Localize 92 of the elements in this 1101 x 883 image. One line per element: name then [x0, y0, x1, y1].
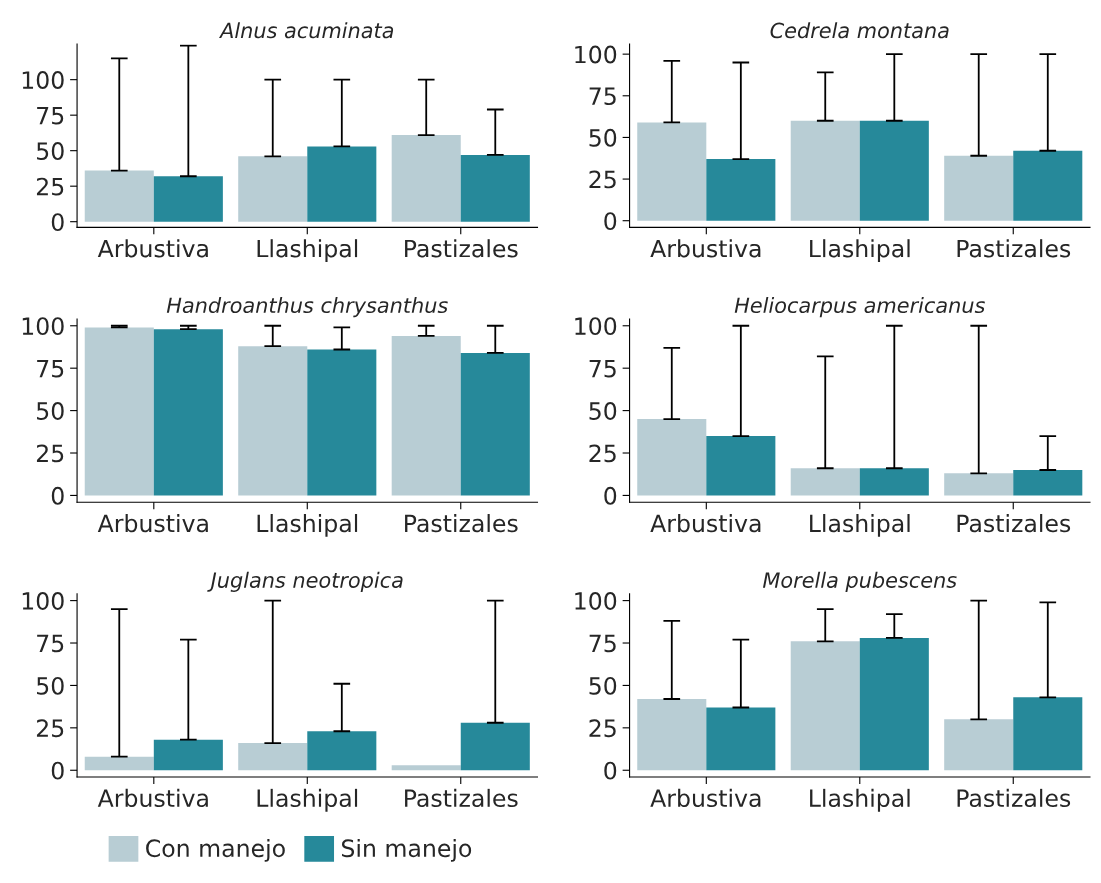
bar — [859, 468, 929, 496]
y-tick-label: 0 — [604, 761, 617, 780]
y-tick-label: 50 — [589, 676, 617, 695]
bar — [84, 756, 154, 771]
x-tick-label: Pastizales — [405, 514, 518, 533]
y-tick-label: 75 — [589, 359, 616, 378]
y-tick-label: 50 — [589, 402, 617, 420]
x-tick-label: Arbustiva — [650, 239, 761, 258]
y-tick-label: 100 — [575, 317, 617, 336]
y-tick-label: 100 — [22, 592, 64, 610]
x-tick-label: Arbustiva — [650, 514, 761, 533]
y-tick-label: 25 — [36, 177, 64, 196]
y-tick-label: 100 — [575, 592, 617, 610]
bar — [84, 170, 154, 222]
y-tick-label: 0 — [51, 213, 64, 231]
chart-title: Alnus acuminata — [219, 22, 394, 39]
bar — [153, 176, 223, 222]
y-tick-label: 50 — [37, 402, 64, 420]
bar — [391, 135, 461, 222]
bar — [460, 722, 530, 771]
x-tick-label: Llashipal — [810, 514, 910, 537]
y-tick-label: 0 — [604, 212, 617, 231]
x-tick-label: Llashipal — [810, 788, 910, 812]
y-tick-label: 0 — [51, 486, 64, 505]
y-tick-label: 75 — [37, 359, 64, 378]
y-tick-label: 75 — [37, 106, 64, 125]
bar — [391, 765, 461, 771]
y-tick-label: 100 — [22, 71, 64, 89]
bar — [944, 473, 1014, 496]
bar — [706, 707, 776, 771]
bar — [790, 468, 860, 496]
bar — [944, 155, 1014, 221]
bar — [637, 419, 707, 496]
chart-title: Cedrela montana — [770, 22, 949, 39]
y-tick-label: 25 — [589, 444, 616, 463]
x-tick-label: Pastizales — [957, 788, 1071, 808]
y-tick-label: 25 — [36, 719, 64, 738]
bar — [859, 637, 929, 771]
bar — [944, 719, 1014, 771]
y-tick-label: 100 — [22, 317, 64, 336]
legend-label: Sin manejo — [341, 838, 472, 862]
bar — [238, 743, 308, 771]
bar — [859, 120, 929, 221]
chart-title: Heliocarpus americanus — [734, 296, 985, 318]
bar — [238, 346, 308, 496]
x-tick-label: Arbustiva — [97, 788, 208, 808]
bar — [153, 329, 223, 496]
bar — [460, 352, 530, 496]
bar — [637, 699, 707, 771]
bar — [706, 436, 776, 496]
y-tick-label: 25 — [589, 719, 616, 738]
y-tick-label: 50 — [589, 128, 617, 147]
x-tick-label: Pastizales — [957, 514, 1071, 533]
x-tick-label: Pastizales — [405, 788, 518, 808]
legend-label: Con manejo — [146, 838, 285, 862]
bar — [84, 327, 154, 496]
bar — [391, 335, 461, 496]
y-tick-label: 0 — [604, 486, 617, 505]
y-tick-label: 100 — [575, 45, 617, 64]
bar — [307, 146, 377, 222]
y-tick-label: 25 — [589, 170, 616, 189]
y-tick-label: 25 — [36, 444, 64, 463]
chart-title: Morella pubescens — [762, 571, 957, 592]
bar — [460, 154, 530, 222]
x-tick-label: Pastizales — [405, 239, 518, 258]
chart-title: Juglans neotropica — [207, 571, 403, 592]
y-tick-label: 0 — [51, 761, 64, 780]
x-tick-label: Arbustiva — [97, 239, 208, 258]
y-tick-label: 75 — [37, 634, 64, 653]
bar — [790, 641, 860, 771]
bar — [706, 159, 776, 221]
y-tick-label: 75 — [589, 634, 616, 653]
x-tick-label: Llashipal — [257, 514, 358, 537]
bar — [1013, 469, 1083, 496]
x-tick-label: Arbustiva — [650, 788, 761, 808]
bar — [790, 120, 860, 221]
bar — [153, 739, 223, 771]
x-tick-label: Llashipal — [257, 788, 358, 812]
x-tick-label: Llashipal — [257, 239, 358, 263]
y-tick-label: 50 — [37, 142, 64, 160]
x-tick-label: Llashipal — [810, 239, 910, 263]
bar — [307, 731, 377, 771]
x-tick-label: Pastizales — [957, 239, 1071, 258]
x-tick-label: Arbustiva — [97, 514, 208, 533]
y-tick-label: 50 — [37, 676, 64, 695]
bar — [238, 156, 308, 222]
bar — [1013, 150, 1083, 221]
bar — [637, 122, 707, 221]
y-tick-label: 75 — [589, 87, 616, 106]
chart-title: Handroanthus chrysanthus — [166, 296, 448, 318]
bar — [307, 349, 377, 496]
bar — [1013, 697, 1083, 771]
